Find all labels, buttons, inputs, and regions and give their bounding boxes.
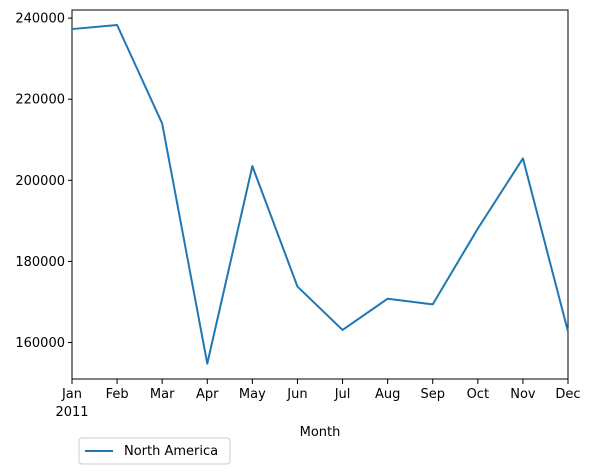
legend: North America bbox=[78, 437, 231, 465]
x-axis: Jan Feb Mar Apr May Jun Jul Aug Sep Oct Nov Dec 2011 bbox=[55, 379, 581, 420]
series-layer bbox=[71, 24, 569, 365]
y-tick-label: 200000 bbox=[15, 174, 65, 189]
y-tick-label: 220000 bbox=[15, 93, 65, 108]
legend-box bbox=[78, 437, 231, 465]
data-point bbox=[71, 28, 73, 30]
legend-label-north-america: North America bbox=[124, 444, 218, 459]
x-tick-label: Oct bbox=[467, 387, 489, 402]
x-tick-sublabel: 2011 bbox=[55, 405, 88, 420]
data-point bbox=[251, 165, 253, 167]
data-point bbox=[522, 157, 524, 159]
x-tick-label: Apr bbox=[196, 387, 219, 402]
series-line-north-america bbox=[71, 24, 569, 365]
data-point bbox=[432, 303, 434, 305]
data-point bbox=[206, 363, 208, 365]
x-tick-label: Sep bbox=[420, 387, 445, 402]
data-point bbox=[342, 329, 344, 331]
x-tick-label: Nov bbox=[510, 387, 536, 402]
data-point bbox=[116, 24, 118, 26]
data-point bbox=[296, 286, 298, 288]
x-tick-label: Dec bbox=[555, 387, 580, 402]
x-tick-label: Jun bbox=[286, 387, 307, 402]
data-point bbox=[567, 331, 569, 333]
y-tick-label: 240000 bbox=[15, 12, 65, 27]
data-point bbox=[161, 123, 163, 125]
data-point bbox=[387, 298, 389, 300]
x-tick-label: Jan bbox=[61, 387, 82, 402]
y-tick-label: 160000 bbox=[15, 336, 65, 351]
x-axis-label: Month bbox=[300, 425, 341, 440]
x-tick-label: Jul bbox=[334, 387, 351, 402]
x-tick-label: Aug bbox=[375, 387, 400, 402]
x-tick-label: May bbox=[239, 387, 266, 402]
data-point bbox=[477, 228, 479, 230]
y-tick-label: 180000 bbox=[15, 255, 65, 270]
x-tick-label: Feb bbox=[106, 387, 129, 402]
y-axis: 160000 180000 200000 220000 240000 bbox=[15, 12, 72, 351]
x-tick-label: Mar bbox=[150, 387, 175, 402]
plot-frame bbox=[71, 9, 569, 380]
